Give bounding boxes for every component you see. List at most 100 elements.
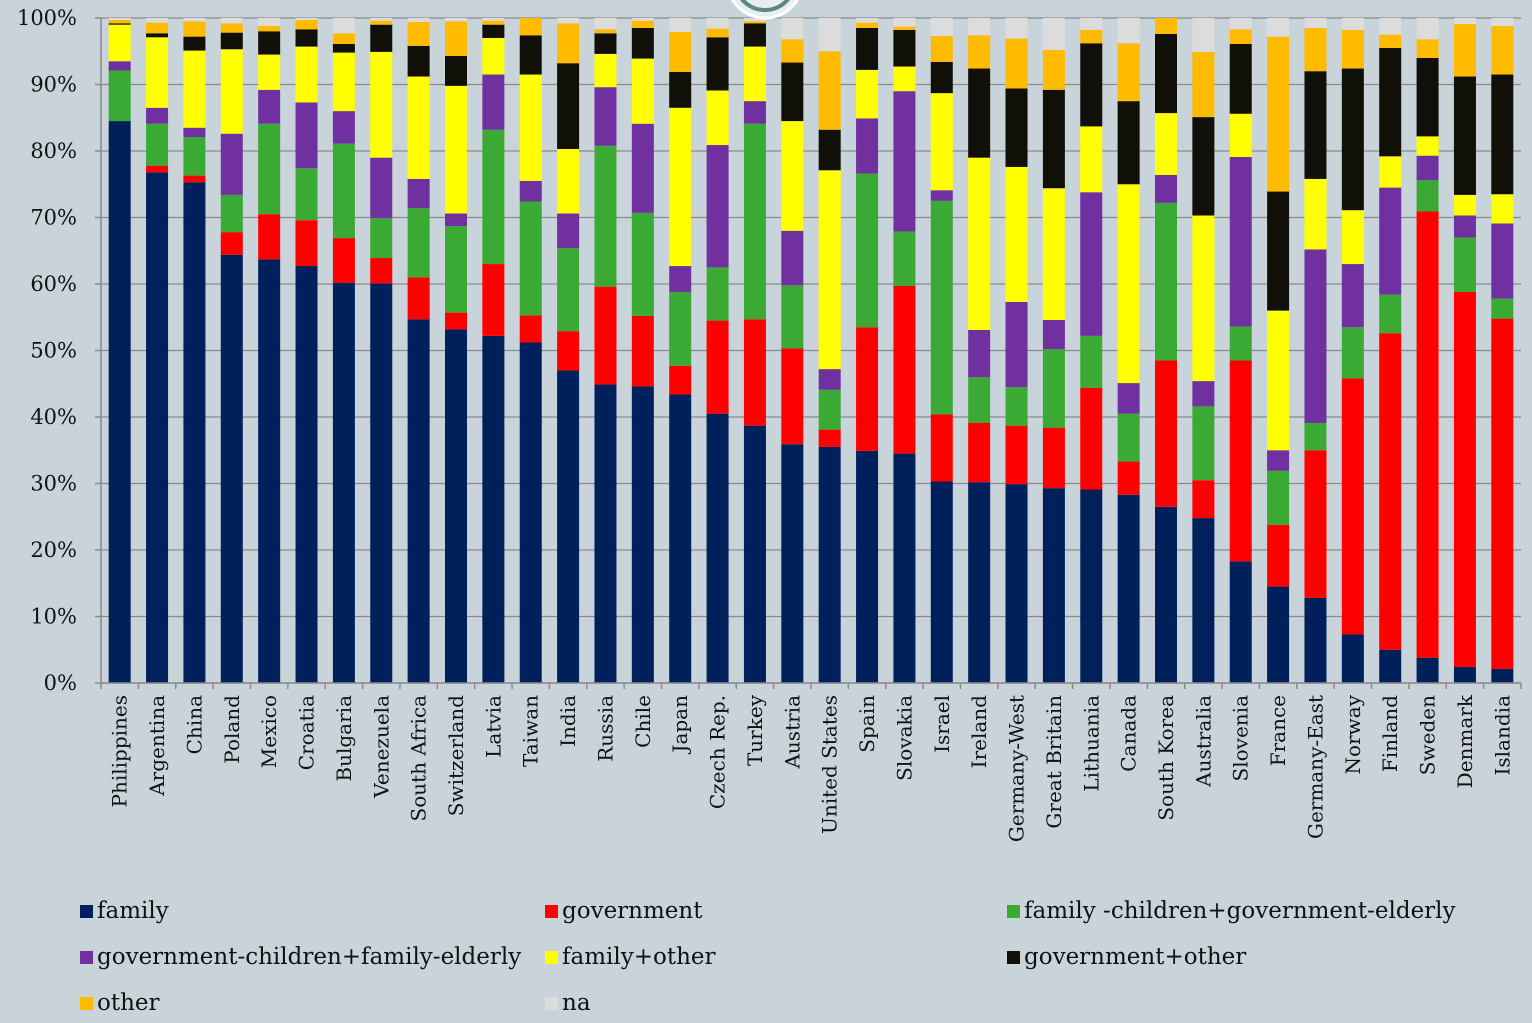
bar-segment	[407, 277, 430, 320]
bar-segment	[1453, 237, 1476, 292]
bar-segment	[1192, 18, 1215, 52]
x-tick-label: South Korea	[1154, 695, 1178, 821]
bar-segment	[1453, 18, 1476, 24]
legend-swatch	[80, 950, 93, 964]
bar-segment	[519, 315, 542, 343]
x-tick-label: Great Britain	[1042, 695, 1066, 829]
bar-segment	[370, 283, 393, 683]
y-tick-label: 100%	[17, 6, 77, 30]
bar-segment	[818, 170, 841, 370]
bar-segment	[183, 21, 206, 37]
bar-segment	[557, 63, 580, 150]
bar-segment	[818, 429, 841, 447]
x-tick-label: Germany-West	[1005, 695, 1029, 842]
bar-segment	[781, 39, 804, 63]
bar-segment	[370, 24, 393, 52]
bar-segment	[631, 315, 654, 387]
x-tick-label: Islandia	[1490, 695, 1514, 776]
bar-segment	[407, 208, 430, 278]
bar-segment	[1229, 18, 1252, 30]
bar-segment	[557, 331, 580, 371]
y-tick-label: 90%	[30, 73, 77, 97]
bar-segment	[893, 66, 916, 92]
bar-segment	[1080, 18, 1103, 30]
legend-label: government-children+family-elderly	[97, 944, 522, 970]
legend-item: other	[80, 990, 160, 1016]
bar-segment	[1042, 349, 1065, 428]
bar-segment	[482, 18, 505, 21]
bar-segment	[1229, 360, 1252, 562]
bar-segment	[1341, 29, 1364, 69]
bar-segment	[295, 168, 318, 221]
bar-segment	[1155, 113, 1177, 175]
bar-segment	[445, 21, 467, 56]
bar-segment	[146, 172, 169, 683]
bar-segment	[146, 22, 169, 34]
bar-segment	[108, 61, 131, 71]
bar-segment	[1155, 360, 1177, 507]
bar-segment	[1341, 327, 1364, 379]
bar-segment	[743, 23, 766, 47]
bar-segment	[1341, 378, 1364, 635]
bar-segment	[407, 178, 430, 209]
bar-segment	[146, 18, 169, 23]
x-tick-label: Latvia	[481, 695, 505, 758]
bar-segment	[370, 20, 393, 25]
bar-segment	[856, 69, 879, 119]
bar-segment	[818, 369, 841, 390]
bar-segment	[445, 55, 467, 86]
bar-segment	[482, 129, 505, 265]
bar-segment	[557, 23, 580, 64]
bar-segment	[1341, 210, 1364, 265]
bar-segment	[1117, 461, 1140, 495]
bar-segment	[370, 218, 393, 259]
bar-segment	[1117, 383, 1140, 414]
bar-segment	[183, 50, 206, 128]
bar-segment	[220, 232, 243, 255]
bar-segment	[519, 18, 542, 36]
bar-segment	[332, 111, 355, 144]
bar-segment	[781, 230, 804, 286]
bar-segment	[1304, 450, 1327, 598]
bar-segment	[1304, 597, 1327, 683]
bar-segment	[1229, 113, 1252, 157]
bar-segment	[1155, 506, 1177, 683]
bar-segment	[295, 29, 318, 47]
bar-segment	[1416, 657, 1439, 683]
bar-segment	[594, 18, 617, 30]
bar-segment	[295, 266, 318, 683]
bar-segment	[1117, 413, 1140, 462]
x-tick-label: Russia	[593, 695, 617, 762]
bar-segment	[893, 453, 916, 683]
bar-segment	[1416, 136, 1439, 156]
bar-segment	[594, 145, 617, 287]
bar-segment	[258, 214, 281, 260]
bar-segment	[631, 27, 654, 59]
legend-swatch	[545, 950, 558, 964]
x-tick-label: United States	[818, 695, 842, 834]
bar-segment	[1304, 422, 1327, 451]
bar-segment	[482, 335, 505, 683]
bar-segment	[258, 54, 281, 90]
bar-segment	[332, 43, 355, 53]
bar-segment	[1341, 634, 1364, 683]
bar-segment	[781, 285, 804, 349]
bar-segment	[1080, 126, 1103, 193]
bar-segment	[482, 24, 505, 38]
bar-segment	[968, 68, 991, 158]
x-tick-label: Taiwan	[519, 695, 543, 767]
legend-swatch	[545, 904, 558, 918]
bar-segment	[930, 481, 953, 683]
bar-segment	[818, 51, 841, 130]
bar-segment	[856, 450, 879, 683]
bar-segment	[968, 157, 991, 330]
bar-segment	[1304, 27, 1327, 72]
bar-segment	[1229, 156, 1252, 327]
bar-segment	[1080, 387, 1103, 490]
bar-segment	[1267, 586, 1290, 683]
bar-segment	[482, 20, 505, 25]
x-tick-label: Spain	[855, 695, 879, 753]
bar-segment	[594, 33, 617, 54]
bar-segment	[594, 29, 617, 34]
bar-segment	[1453, 215, 1476, 238]
